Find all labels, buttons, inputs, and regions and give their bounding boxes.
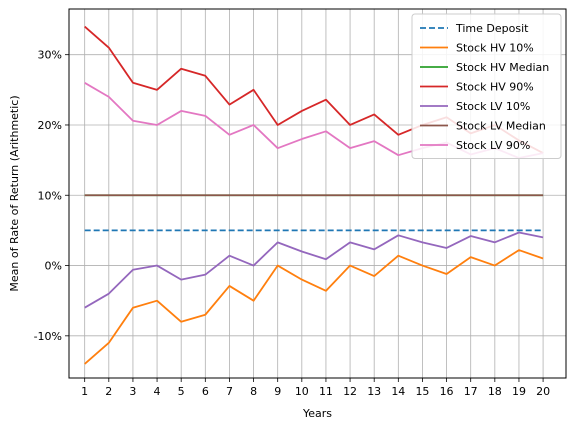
- x-tick-label: 6: [202, 385, 209, 398]
- legend: Time Deposit Stock HV 10% Stock HV Median S…: [411, 13, 562, 159]
- x-tick-label: 9: [274, 385, 281, 398]
- x-tick-label: 4: [154, 385, 161, 398]
- x-tick-label: 15: [415, 385, 429, 398]
- legend-box: [411, 13, 562, 159]
- x-tick-label: 2: [105, 385, 112, 398]
- y-tick-label: 30%: [38, 49, 62, 62]
- y-tick-label: 20%: [38, 119, 62, 132]
- series-line: [84, 231, 544, 309]
- x-tick-label: 12: [343, 385, 357, 398]
- x-tick-label: 16: [440, 385, 454, 398]
- legend-label: Stock LV Median: [456, 120, 546, 133]
- y-tick-label: -10%: [34, 330, 62, 343]
- legend-label: Stock LV 10%: [456, 100, 530, 113]
- legend-label: Stock HV 10%: [456, 42, 534, 55]
- x-tick-label: 10: [295, 385, 309, 398]
- plot-frame: [68, 8, 567, 379]
- legend-label: Time Deposit: [455, 22, 529, 35]
- x-tick-label: 1: [81, 385, 88, 398]
- legend-label: Stock HV Median: [456, 61, 549, 74]
- y-tick-label: 0%: [45, 260, 62, 273]
- x-tick-label: 8: [250, 385, 257, 398]
- x-tick-label: 20: [536, 385, 550, 398]
- x-tick-label: 7: [226, 385, 233, 398]
- legend-label: Stock LV 90%: [456, 139, 530, 152]
- x-tick-label: 11: [319, 385, 333, 398]
- series-line: [84, 249, 544, 365]
- y-axis-ticks: -10% 0% 10% 20% 30%: [34, 49, 69, 343]
- x-tick-label: 18: [488, 385, 502, 398]
- x-tick-label: 5: [178, 385, 185, 398]
- x-axis-title: Years: [302, 407, 332, 420]
- x-axis-ticks: 1 2 3 4 5 6 7 8 9 10 11 12 13 14 15 16 17 18 19 20: [81, 378, 550, 398]
- y-tick-label: 10%: [38, 189, 62, 202]
- x-tick-label: 17: [464, 385, 478, 398]
- x-tick-label: 19: [512, 385, 526, 398]
- x-tick-label: 14: [391, 385, 405, 398]
- x-tick-label: 3: [129, 385, 136, 398]
- legend-label: Stock HV 90%: [456, 81, 534, 94]
- x-tick-label: 13: [367, 385, 381, 398]
- y-axis-title: Mean of Rate of Return (Arithmetic): [8, 95, 21, 291]
